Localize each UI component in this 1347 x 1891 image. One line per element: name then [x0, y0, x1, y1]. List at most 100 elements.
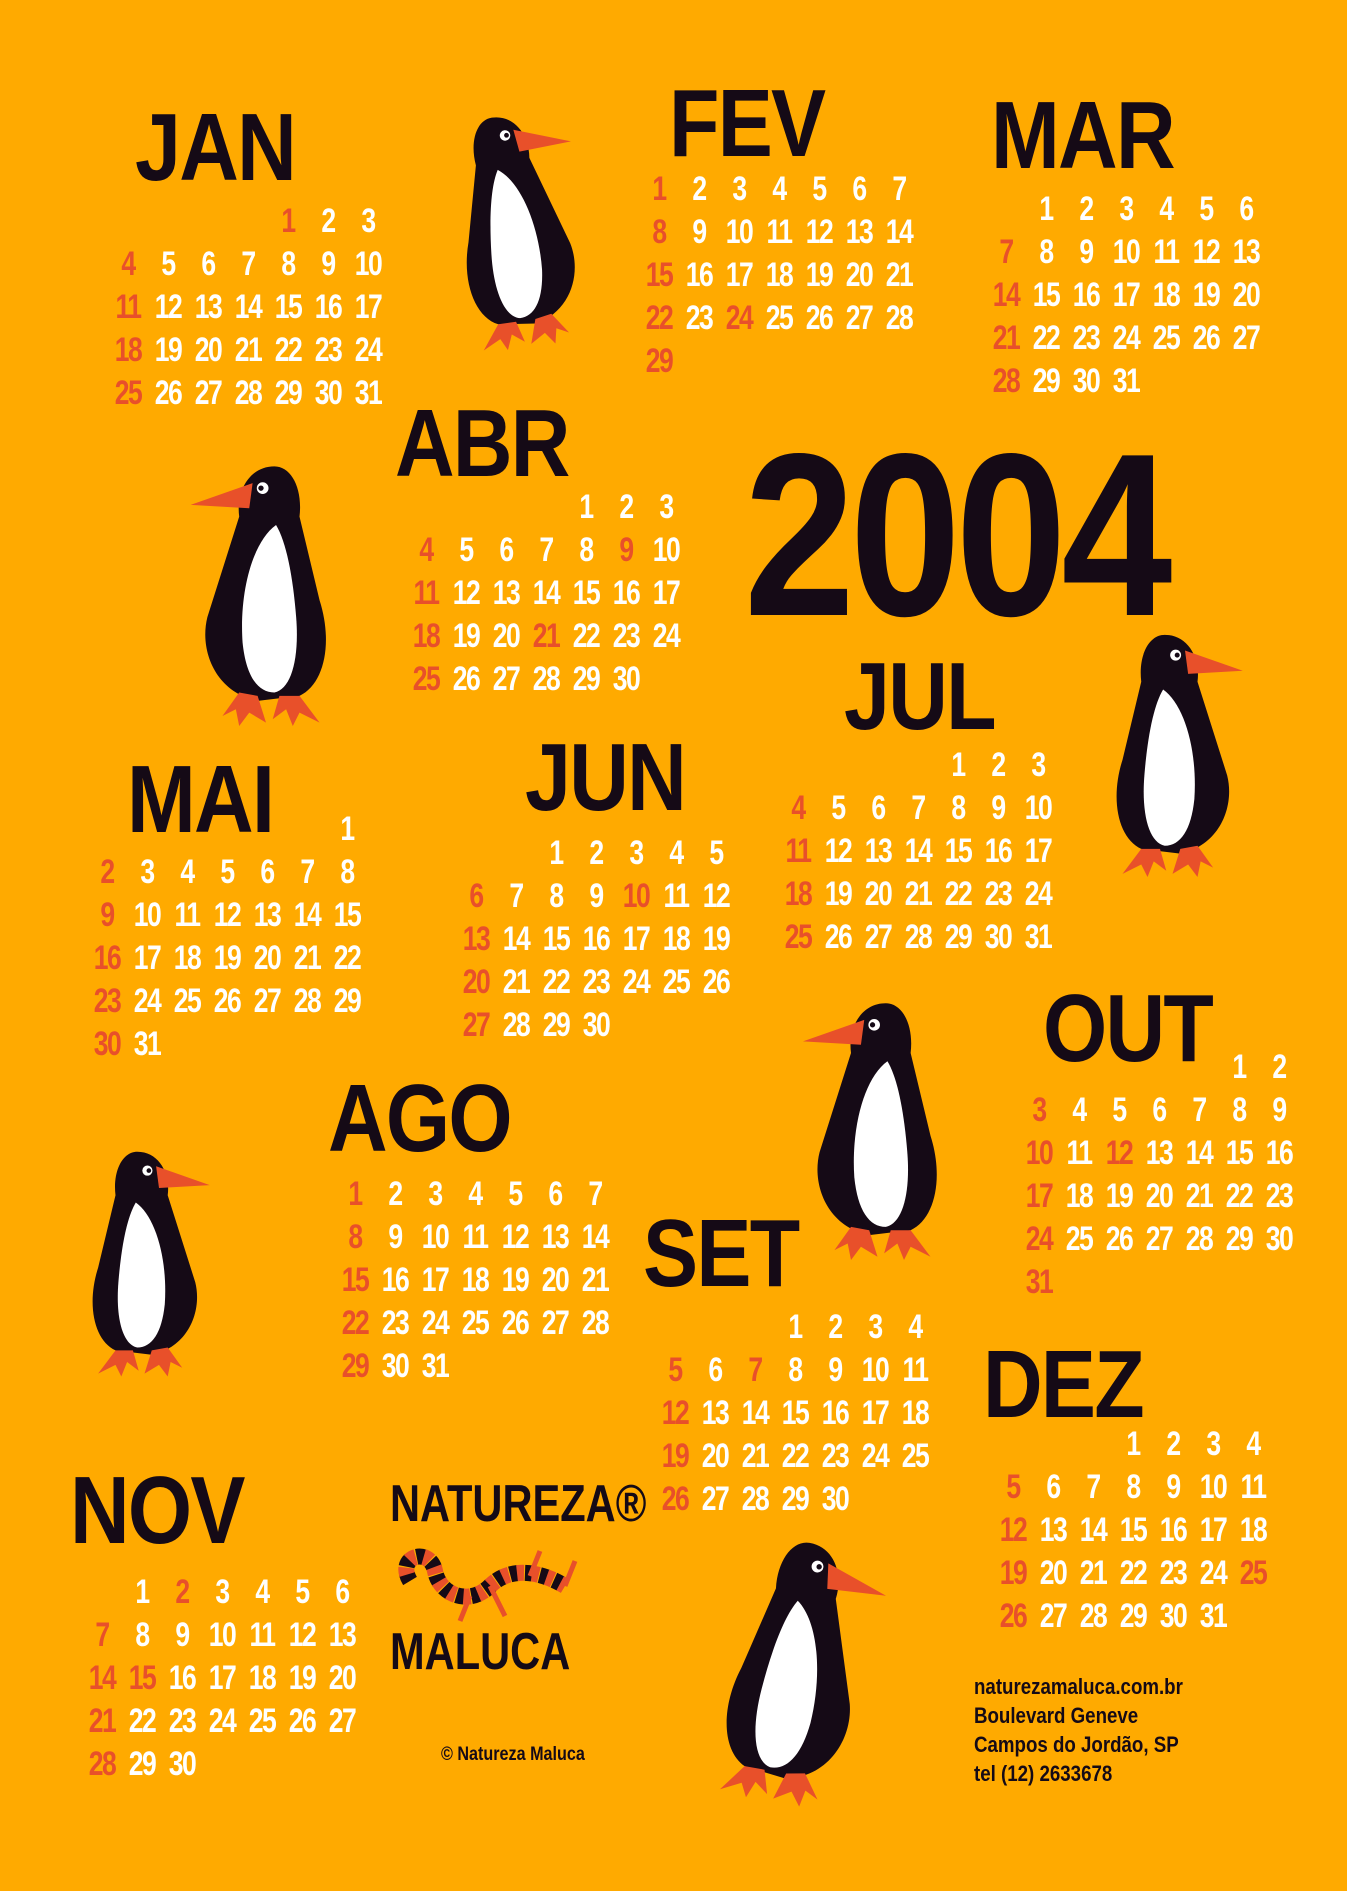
holiday-day: 12 — [1105, 1134, 1134, 1172]
empty-cell — [1073, 1423, 1113, 1466]
day: 19 — [154, 331, 183, 369]
sunday-day: 17 — [1025, 1177, 1054, 1215]
day: 18 — [248, 1659, 277, 1697]
month-title: SET — [643, 1200, 800, 1307]
sunday-day: 4 — [419, 531, 434, 569]
day: 2 — [388, 1175, 403, 1213]
day: 17 — [208, 1659, 237, 1697]
day: 6 — [548, 1175, 563, 1213]
empty-cell — [695, 1306, 735, 1349]
day: 29 — [542, 1006, 571, 1044]
day: 25 — [461, 1304, 490, 1342]
sunday-day: 20 — [462, 963, 491, 1001]
sunday-day: 25 — [412, 660, 441, 698]
day: 19 — [1105, 1177, 1134, 1215]
day: 22 — [944, 875, 973, 913]
day: 12 — [702, 877, 731, 915]
city: Campos do Jordão, SP — [974, 1732, 1179, 1757]
day: 27 — [864, 918, 893, 956]
day: 15 — [1032, 276, 1061, 314]
day: 31 — [1199, 1597, 1228, 1635]
day: 2 — [321, 202, 336, 240]
day: 8 — [340, 853, 355, 891]
day: 17 — [1199, 1511, 1228, 1549]
day: 9 — [991, 789, 1006, 827]
day: 11 — [1240, 1468, 1267, 1506]
day: 24 — [1199, 1554, 1228, 1592]
day: 14 — [581, 1218, 610, 1256]
day: 30 — [984, 918, 1013, 956]
day: 20 — [701, 1437, 730, 1475]
day: 4 — [180, 853, 195, 891]
day: 23 — [612, 617, 641, 655]
day: 3 — [659, 488, 674, 526]
day: 4 — [669, 834, 684, 872]
penguin-icon — [424, 99, 606, 358]
month-grid: 1 2 3 4 5 6 7 8 9 10 11 12 13 14 15 16 17 18 19 20 21 22 23 24 2… — [406, 486, 686, 701]
day: 20 — [1232, 276, 1261, 314]
sunday-day: 18 — [412, 617, 441, 655]
day: 12 — [824, 832, 853, 870]
penguin-icon — [675, 1519, 917, 1819]
penguin-icon — [1060, 627, 1285, 877]
day: 30 — [1265, 1220, 1294, 1258]
sunday-day: 10 — [1025, 1134, 1054, 1172]
day: 31 — [354, 374, 383, 412]
day: 6 — [871, 789, 886, 827]
day: 7 — [300, 853, 315, 891]
day: 22 — [572, 617, 601, 655]
day: 12 — [501, 1218, 530, 1256]
day: 12 — [288, 1616, 317, 1654]
day: 19 — [805, 256, 834, 294]
day: 15 — [1119, 1511, 1148, 1549]
day: 15 — [944, 832, 973, 870]
day: 16 — [821, 1394, 850, 1432]
sunday-day: 15 — [341, 1261, 370, 1299]
day: 20 — [541, 1261, 570, 1299]
empty-cell — [446, 486, 486, 529]
sunday-day: 8 — [348, 1218, 363, 1256]
day: 15 — [333, 896, 362, 934]
phone: tel (12) 2633678 — [974, 1761, 1113, 1786]
day: 24 — [622, 963, 651, 1001]
day: 2 — [991, 746, 1006, 784]
day: 15 — [1225, 1134, 1254, 1172]
day: 16 — [1072, 276, 1101, 314]
sunday-day: 3 — [1032, 1091, 1047, 1129]
day: 28 — [234, 374, 263, 412]
empty-cell — [148, 200, 188, 243]
day: 14 — [1185, 1134, 1214, 1172]
sunday-day: 5 — [1006, 1468, 1021, 1506]
day: 1 — [340, 810, 355, 848]
day: 3 — [215, 1573, 230, 1611]
month-title: JAN — [135, 94, 297, 201]
day: 9 — [828, 1351, 843, 1389]
month-title: DEZ — [983, 1331, 1145, 1438]
day: 20 — [253, 939, 282, 977]
day: 2 — [1079, 190, 1094, 228]
day: 17 — [861, 1394, 890, 1432]
day: 7 — [911, 789, 926, 827]
day: 26 — [288, 1702, 317, 1740]
day: 5 — [295, 1573, 310, 1611]
day: 11 — [249, 1616, 276, 1654]
day: 5 — [812, 170, 827, 208]
day: 10 — [725, 213, 754, 251]
day: 8 — [281, 245, 296, 283]
day: 28 — [581, 1304, 610, 1342]
day: 8 — [1039, 233, 1054, 271]
day: 26 — [824, 918, 853, 956]
day: 29 — [944, 918, 973, 956]
day: 24 — [421, 1304, 450, 1342]
day: 10 — [354, 245, 383, 283]
month-grid: 1 2 3 4 5 6 7 8 9 10 11 12 13 14 15 16 17 18 19 20 21 22 23 24 2… — [778, 744, 1058, 959]
day: 2 — [828, 1308, 843, 1346]
day: 13 — [1145, 1134, 1174, 1172]
sunday-day: 19 — [661, 1437, 690, 1475]
sunday-day: 12 — [661, 1394, 690, 1432]
sunday-day: 7 — [95, 1616, 110, 1654]
day: 5 — [508, 1175, 523, 1213]
day: 10 — [652, 531, 681, 569]
empty-cell — [993, 1423, 1033, 1466]
day: 16 — [314, 288, 343, 326]
